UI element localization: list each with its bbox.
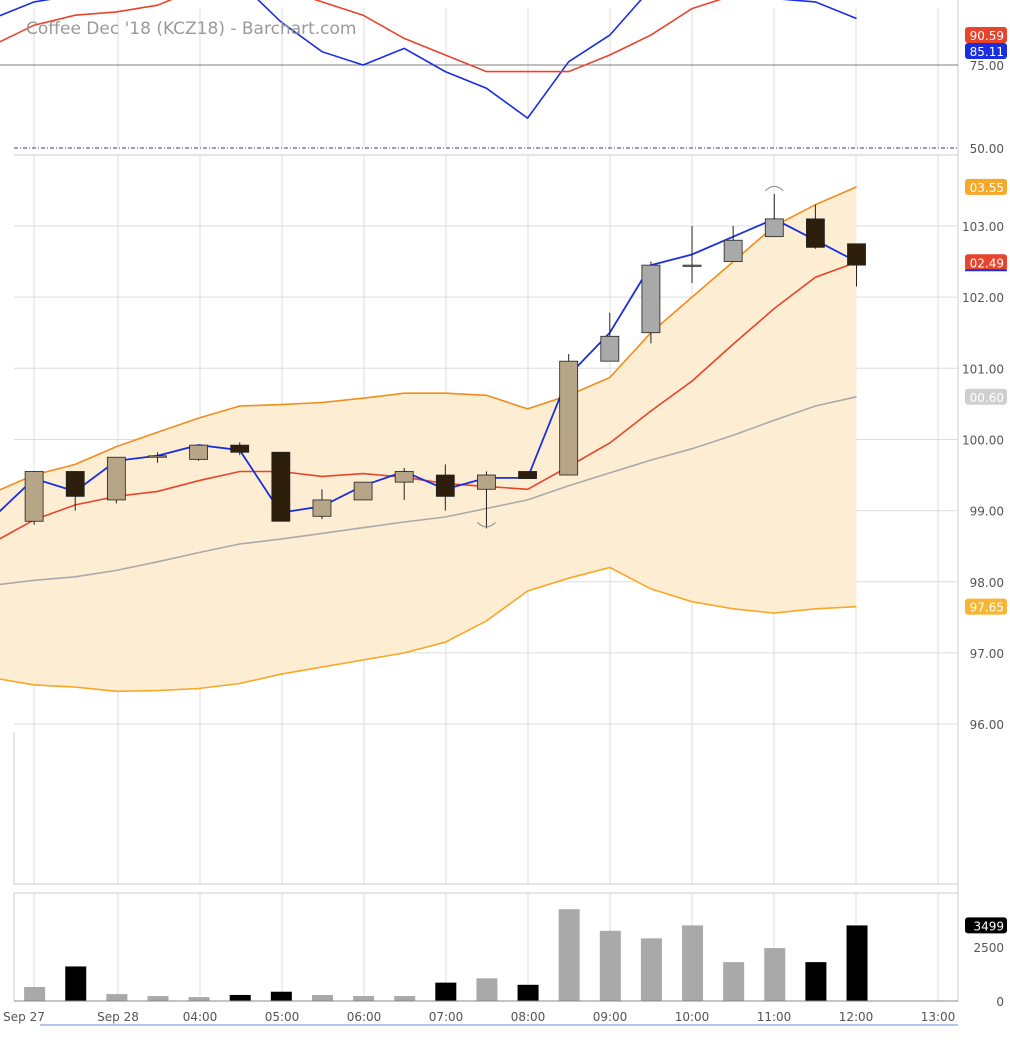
- price-tick-0: 103.00: [962, 220, 1004, 234]
- volume-bar-5: [229, 994, 251, 1001]
- tag-stoch-d-bg: [965, 27, 1007, 43]
- price-tick-3: 100.00: [962, 433, 1004, 447]
- swing-low-arc: [477, 522, 496, 528]
- x-tick-3: 05:00: [265, 1010, 300, 1024]
- volume-bar-17: [723, 962, 745, 1001]
- x-tick-2: 04:00: [183, 1010, 218, 1024]
- stoch-d-line: [0, 0, 722, 73]
- value-tags: 90.59 85.11 03.55 02.49 00.60 97.65 3499: [965, 27, 1007, 934]
- candle-body-16: [682, 264, 702, 267]
- stoch-tick-0: 75.00: [970, 59, 1004, 73]
- volume-bar-13: [558, 909, 580, 1001]
- tag-upper-band: 03.55: [970, 181, 1004, 195]
- volume-bar-0: [24, 986, 46, 1001]
- price-tick-4: 99.00: [970, 505, 1004, 519]
- tag-sma: 00.60: [970, 391, 1004, 405]
- x-tick-8: 10:00: [675, 1010, 710, 1024]
- candle-body-2: [106, 456, 126, 501]
- price-tick-1: 102.00: [962, 291, 1004, 305]
- candle-body-15: [641, 264, 661, 334]
- candle-body-10: [435, 474, 455, 497]
- candle-body-13: [559, 360, 579, 476]
- axis-labels: 75.00 50.00 103.00 102.00 101.00 100.00 99.00 9…: [3, 59, 1004, 1026]
- volume-panel: [14, 909, 958, 1002]
- volume-bar-6: [270, 991, 292, 1001]
- volume-bar-7: [311, 994, 333, 1001]
- x-tick-6: 08:00: [511, 1010, 546, 1024]
- volume-bar-12: [517, 984, 539, 1001]
- tag-ema-bg: [965, 254, 1007, 271]
- candle-body-9: [394, 471, 414, 483]
- tag-lower-band: 97.65: [970, 601, 1004, 615]
- volume-bar-8: [353, 996, 375, 1001]
- volume-bar-19: [805, 962, 827, 1001]
- x-tick-4: 06:00: [347, 1010, 382, 1024]
- volume-bar-9: [394, 996, 416, 1001]
- price-tick-2: 101.00: [962, 362, 1004, 376]
- band-area: [0, 186, 857, 692]
- candle-body-14: [600, 335, 620, 362]
- tag-sma-bg: [965, 388, 1007, 405]
- price-tick-5: 98.00: [970, 576, 1004, 590]
- candle-body-6: [271, 451, 291, 522]
- tag-volume-bg: [965, 917, 1007, 934]
- candle-body-20: [847, 243, 866, 266]
- volume-bar-10: [435, 982, 457, 1001]
- stochastic-panel: [0, 0, 958, 149]
- price-tick-7: 96.00: [970, 718, 1004, 732]
- candle-body-4: [189, 444, 209, 460]
- candle-body-0: [24, 471, 44, 522]
- tag-stoch-d: 90.59: [970, 29, 1004, 43]
- stoch-k-line: [0, 0, 857, 120]
- volume-tick-0: 2500: [973, 941, 1004, 955]
- upper-band-line: [0, 186, 857, 491]
- close-line-line: [0, 217, 857, 514]
- bollinger-band-fill: [0, 186, 857, 692]
- tag-volume: 3499: [973, 919, 1004, 933]
- price-tick-6: 97.00: [970, 647, 1004, 661]
- volume-bar-2: [106, 994, 128, 1001]
- candle-body-8: [353, 481, 373, 501]
- volume-bar-20: [846, 925, 868, 1001]
- x-tick-9: 11:00: [757, 1010, 792, 1024]
- candles: [24, 185, 866, 529]
- x-tick-11: 13:00: [921, 1010, 956, 1024]
- tag-upper-band-bg: [965, 178, 1007, 195]
- volume-bar-15: [640, 938, 662, 1001]
- candle-body-11: [477, 474, 496, 490]
- candle-body-7: [312, 499, 332, 517]
- candle-body-19: [806, 218, 825, 248]
- lower-band-line: [0, 566, 857, 693]
- swing-high-arc: [764, 185, 784, 192]
- x-tick-1: Sep 28: [97, 1010, 139, 1024]
- middle-sma-line: [0, 396, 857, 586]
- candle-body-12: [518, 471, 537, 479]
- x-tick-7: 09:00: [593, 1010, 628, 1024]
- tag-stoch-k: 85.11: [970, 45, 1004, 59]
- x-tick-10: 12:00: [839, 1010, 874, 1024]
- stoch-tick-1: 50.00: [970, 142, 1004, 156]
- candle-body-17: [723, 239, 743, 262]
- candle-body-3: [148, 455, 167, 458]
- candle-body-1: [65, 471, 85, 497]
- volume-bar-4: [188, 997, 210, 1001]
- volume-tick-1: 0: [996, 995, 1004, 1009]
- volume-bar-18: [764, 948, 786, 1001]
- x-tick-0: Sep 27: [3, 1010, 45, 1024]
- price-overlays: [0, 186, 857, 693]
- chart-title: Coffee Dec '18 (KCZ18) - Barchart.com: [26, 19, 357, 39]
- candle-body-18: [764, 218, 784, 238]
- tag-ema: 02.49: [970, 256, 1004, 270]
- volume-bar-11: [476, 978, 498, 1001]
- x-tick-5: 07:00: [429, 1010, 464, 1024]
- volume-bar-3: [147, 996, 169, 1001]
- tag-stoch-k-bg: [965, 43, 1007, 59]
- candle-body-5: [230, 444, 250, 453]
- tag-lower-band-bg: [965, 598, 1007, 615]
- volume-bar-16: [682, 925, 704, 1001]
- volume-bar-1: [65, 966, 87, 1001]
- volume-bar-14: [599, 930, 621, 1001]
